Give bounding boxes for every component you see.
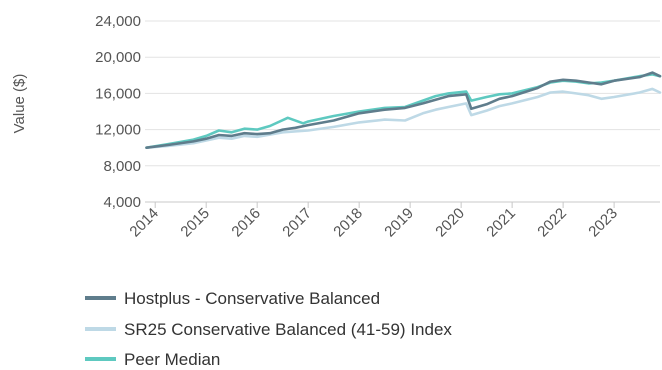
y-tick-label: 24,000 xyxy=(95,13,141,30)
y-tick-label: 20,000 xyxy=(95,49,141,66)
x-tick-label: 2020 xyxy=(432,205,468,241)
legend: Hostplus - Conservative Balanced SR25 Con… xyxy=(85,289,452,369)
series-line-2 xyxy=(145,73,662,149)
series-line-0 xyxy=(145,71,662,149)
x-tick-label: 2018 xyxy=(330,205,366,241)
x-tick-label: 2015 xyxy=(177,205,213,241)
legend-label-2: Peer Median xyxy=(124,350,220,369)
x-tick-label: 2019 xyxy=(381,205,417,241)
x-tick-label: 2017 xyxy=(279,205,315,241)
grid-lines xyxy=(145,20,660,203)
x-tick-label: 2021 xyxy=(483,205,519,241)
x-tick-label: 2023 xyxy=(585,205,621,241)
y-axis-title: Value ($) xyxy=(11,74,28,134)
legend-label-0: Hostplus - Conservative Balanced xyxy=(124,289,380,308)
x-tick-label: 2022 xyxy=(534,205,570,241)
series-lines xyxy=(145,71,662,149)
y-tick-label: 4,000 xyxy=(103,194,141,211)
y-tick-label: 12,000 xyxy=(95,122,141,139)
x-axis-ticks: 2014 2015 2016 2017 2018 2019 2020 2021 2022 2023 xyxy=(126,202,621,240)
series-line-1 xyxy=(145,87,662,149)
x-tick-label: 2016 xyxy=(228,205,264,241)
y-tick-label: 8,000 xyxy=(103,158,141,175)
legend-label-1: SR25 Conservative Balanced (41-59) Index xyxy=(124,320,452,339)
y-tick-label: 16,000 xyxy=(95,85,141,102)
y-axis-ticks: 4,000 8,000 12,000 16,000 20,000 24,000 xyxy=(95,13,141,211)
